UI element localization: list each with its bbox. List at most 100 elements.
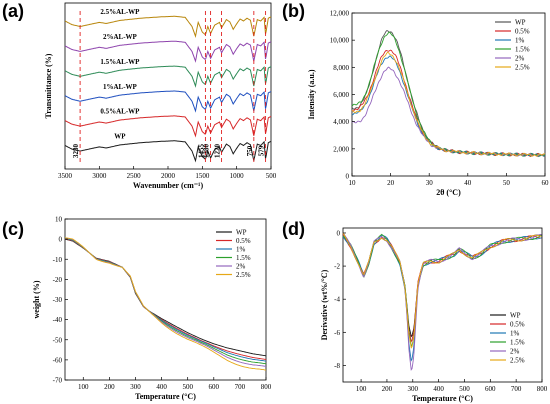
chart-c-legend-label-2: 1% [236, 246, 246, 254]
chart-a-peak-label-0: 3280 [72, 144, 80, 159]
chart-d-xtick-label-5: 600 [485, 385, 496, 393]
chart-d-series-line-3 [342, 233, 542, 347]
chart-b-legend-label-3: 1.5% [515, 46, 530, 54]
chart-d-xtick-label-0: 100 [356, 385, 367, 393]
panel-label-c: (c) [2, 219, 24, 239]
chart-a-xtick-label-5: 1000 [230, 172, 245, 180]
chart-c-series-line-5 [64, 237, 267, 371]
panel-label-d: (d) [282, 219, 305, 239]
chart-c-xtick-label-5: 600 [209, 383, 220, 391]
chart-d-series-line-5 [342, 232, 542, 349]
chart-b-xtick-label-3: 40 [464, 179, 472, 187]
chart-b-series-line-5 [351, 51, 546, 157]
chart-d-legend-label-4: 2% [510, 348, 520, 356]
chart-d-frame [342, 227, 543, 383]
chart-a-series-line-2 [64, 90, 272, 113]
chart-b-series-line-4 [351, 66, 546, 158]
chart-c-xtick-label-6: 700 [235, 383, 246, 391]
chart-b: 10 20 30 40 50 60 0 2,000 4,000 6,000 8,000 10,000 1… [307, 10, 549, 198]
chart-c-xlabel: Temperature (°C) [135, 392, 196, 401]
panel-label-b: (b) [282, 1, 305, 21]
chart-a-series-label-4: 2%AL-WP [103, 33, 138, 41]
chart-c-ytick-label-4: -30 [53, 296, 63, 304]
chart-d-ylabel: Derivative (wt%/°C) [320, 269, 329, 340]
chart-c: 100 200 300 400 500 600 700 800100-10-20-30-40-… [32, 216, 272, 402]
chart-b-xtick-label-4: 50 [503, 179, 511, 187]
chart-a-xtick-label-6: 500 [266, 172, 277, 180]
chart-b-ytick-label-5: 10,000 [330, 37, 350, 45]
chart-d-ytick-label-1: -2 [334, 263, 340, 271]
chart-c-xtick-label-3: 400 [156, 383, 167, 391]
chart-b-xtick-label-1: 20 [387, 179, 395, 187]
chart-b-legend-label-4: 2% [515, 55, 525, 63]
chart-b-legend-label-2: 1% [515, 37, 525, 45]
chart-d-ytick-label-4: -8 [334, 362, 340, 370]
chart-b-ylabel: Intensity (a.u.) [307, 69, 316, 119]
chart-d-legend-label-2: 1% [510, 330, 520, 338]
chart-c-legend-label-1: 0.5% [236, 237, 251, 245]
chart-a-peak-label-5: 579 [258, 145, 266, 156]
chart-a-xtick-label-3: 2000 [161, 172, 176, 180]
chart-a-xtick-label-2: 2500 [127, 172, 142, 180]
chart-a-series-label-5: 2.5%AL-WP [100, 8, 140, 16]
panel-label-a: (a) [2, 1, 24, 21]
chart-c-ytick-label-0: 10 [55, 216, 63, 224]
chart-c-xtick-label-4: 500 [182, 383, 193, 391]
chart-b-xtick-label-2: 30 [426, 179, 434, 187]
chart-a-series-label-3: 1.5%AL-WP [100, 58, 140, 66]
chart-c-xtick-label-2: 300 [130, 383, 141, 391]
chart-d-xtick-label-6: 700 [511, 385, 522, 393]
chart-a-series-line-4 [64, 40, 272, 63]
chart-b-legend-label-1: 0.5% [515, 28, 530, 36]
chart-c-legend-label-5: 2.5% [236, 271, 251, 279]
chart-a-series-line-3 [64, 65, 272, 88]
chart-c-ylabel: weight (%) [32, 280, 41, 318]
chart-c-legend-label-0: WP [236, 229, 247, 237]
chart-c-xtick-label-0: 100 [78, 383, 89, 391]
chart-a-series-line-5 [64, 15, 272, 39]
chart-b-legend-label-0: WP [515, 19, 526, 27]
chart-b-ytick-label-3: 6,000 [333, 91, 349, 99]
chart-a-xtick-label-1: 3000 [92, 172, 107, 180]
chart-c-ytick-label-6: -50 [53, 336, 63, 344]
chart-a-series-label-0: WP [114, 133, 126, 141]
chart-a-xtick-label-4: 1500 [195, 172, 210, 180]
chart-a-peak-label-2: 1380 [203, 144, 211, 159]
chart-d-legend-label-3: 1.5% [510, 339, 525, 347]
chart-a: WP 0.5%AL-WP 1%AL-WP 1.5%AL-WP 2%AL-WP 2.5%AL… [44, 2, 277, 190]
chart-c-xtick-label-1: 200 [104, 383, 115, 391]
chart-d-legend-label-5: 2.5% [510, 357, 525, 365]
chart-b-ytick-label-0: 0 [346, 173, 350, 181]
chart-d-xtick-label-3: 400 [433, 385, 444, 393]
chart-d-xtick-label-1: 200 [382, 385, 393, 393]
chart-c-ytick-label-1: 0 [59, 236, 63, 244]
chart-d-legend-label-0: WP [510, 312, 521, 320]
chart-d: 100 200 300 400 500 600 700 8000-2-4-6-8WP0.5%1… [320, 227, 548, 403]
chart-b-xtick-label-5: 60 [542, 179, 550, 187]
chart-b-ytick-label-2: 4,000 [333, 118, 349, 126]
chart-b-ytick-label-1: 2,000 [333, 145, 349, 153]
chart-d-ytick-label-3: -6 [334, 329, 340, 337]
chart-d-xtick-label-7: 800 [537, 385, 548, 393]
chart-d-series-line-4 [342, 233, 542, 371]
chart-a-xlabel: Wavenumber (cm⁻¹) [133, 181, 204, 190]
chart-d-xlabel: Temperature (°C) [412, 394, 473, 403]
chart-c-legend-label-3: 1.5% [236, 254, 251, 262]
chart-a-peak-label-1: 1455 [197, 144, 205, 159]
chart-c-legend-label-4: 2% [236, 263, 246, 271]
chart-c-xtick-label-7: 800 [261, 383, 272, 391]
chart-d-xtick-label-2: 300 [408, 385, 419, 393]
chart-c-ytick-label-5: -40 [53, 316, 63, 324]
chart-a-series-label-2: 1%AL-WP [103, 83, 138, 91]
chart-d-series-line-2 [342, 234, 542, 362]
chart-a-peak-label-4: 750 [246, 145, 254, 156]
chart-b-xlabel: 2θ (°C) [436, 188, 461, 197]
chart-c-ytick-label-7: -60 [53, 356, 63, 364]
chart-a-peak-label-3: 1220 [214, 144, 222, 159]
chart-d-xtick-label-4: 500 [459, 385, 470, 393]
chart-d-legend-label-1: 0.5% [510, 321, 525, 329]
chart-d-ytick-label-2: -4 [334, 296, 340, 304]
chart-c-ytick-label-8: -70 [53, 377, 63, 385]
chart-a-series-line-1 [64, 115, 272, 138]
